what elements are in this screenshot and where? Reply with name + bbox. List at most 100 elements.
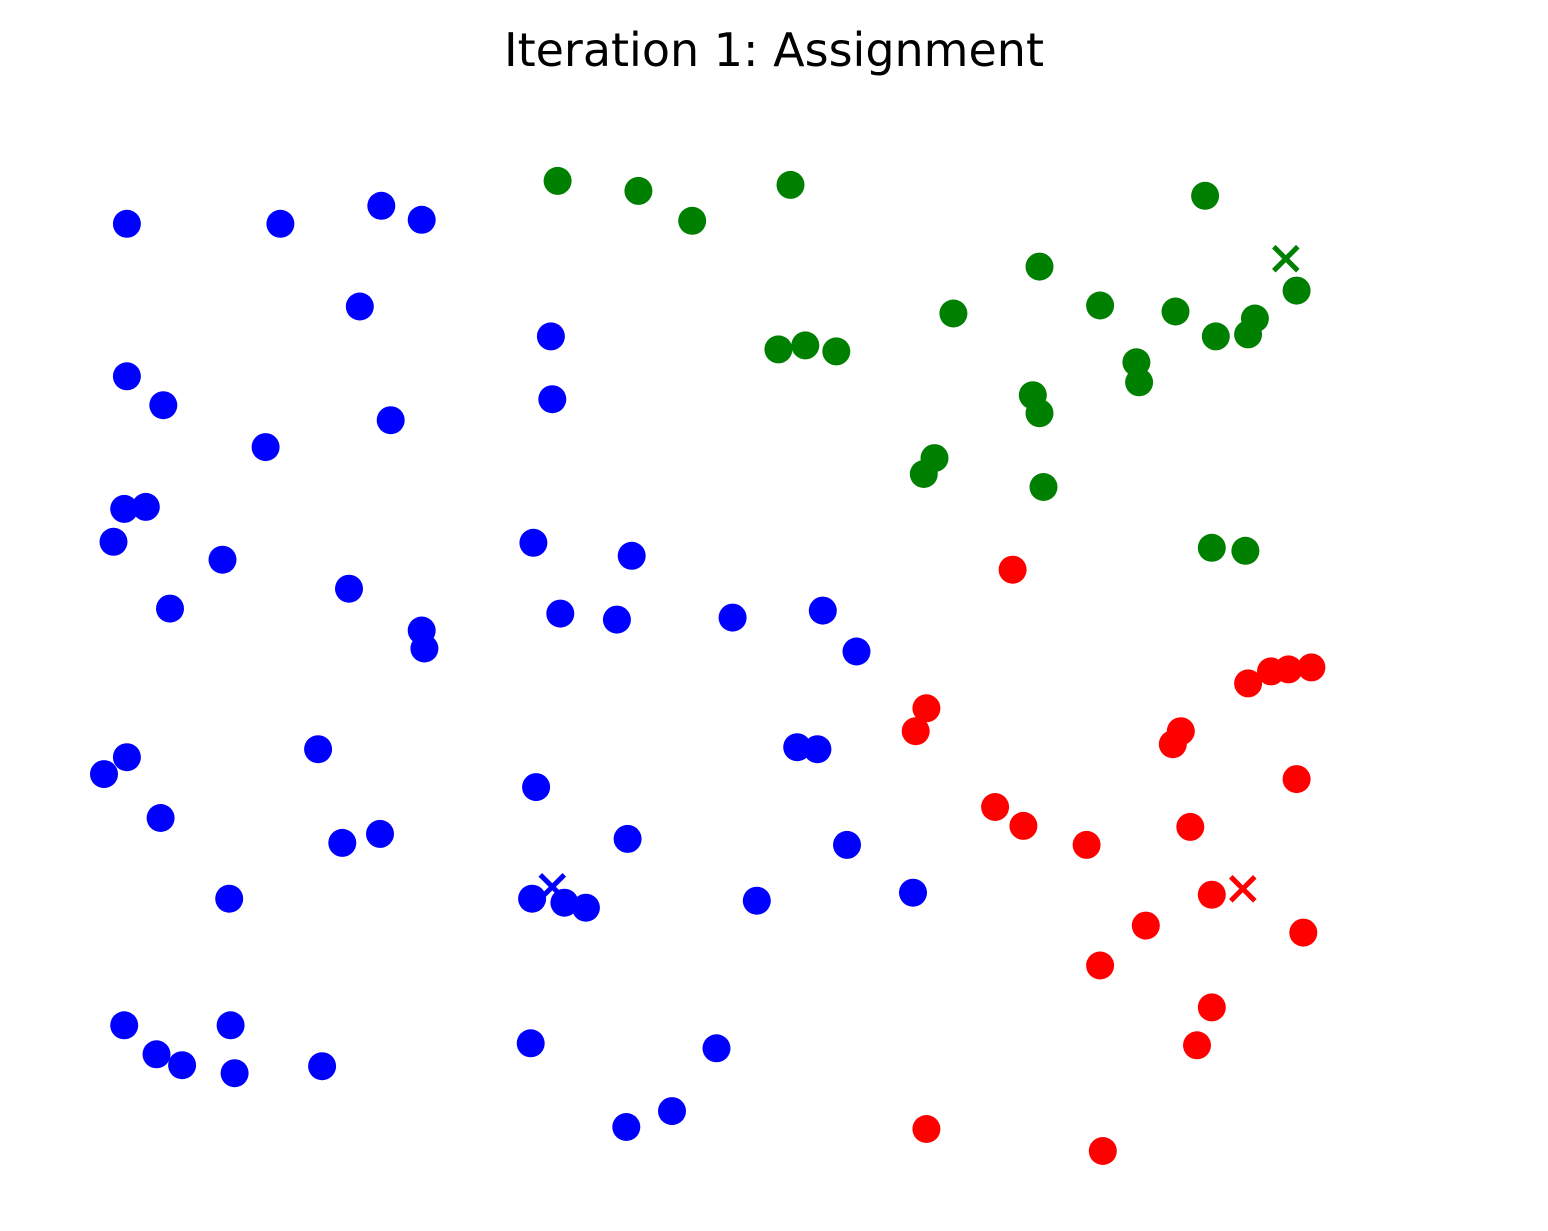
data-point-blue-13 (99, 527, 128, 556)
data-point-blue-2 (367, 191, 396, 220)
data-point-blue-36 (833, 830, 861, 859)
data-point-blue-31 (366, 819, 394, 848)
chart-title: Iteration 1: Assignment (504, 23, 1044, 77)
data-point-green-24 (1231, 536, 1260, 565)
data-point-blue-49 (516, 1029, 545, 1058)
data-point-red-10 (981, 793, 1010, 821)
data-point-green-11 (791, 331, 820, 360)
data-point-blue-18 (410, 634, 439, 663)
data-point-green-14 (1201, 322, 1230, 351)
data-point-red-6 (901, 717, 930, 746)
data-point-blue-22 (617, 541, 646, 570)
centroid-marker-green (1272, 244, 1300, 273)
data-point-blue-43 (110, 1011, 139, 1040)
data-point-blue-38 (215, 884, 244, 913)
data-point-blue-16 (335, 574, 363, 603)
data-point-blue-5 (536, 322, 565, 351)
data-point-blue-41 (571, 893, 600, 922)
data-point-blue-9 (251, 433, 280, 462)
data-point-red-14 (1197, 880, 1226, 909)
centroids-layer (538, 244, 1300, 903)
data-point-blue-42 (742, 886, 771, 915)
data-point-green-7 (1161, 297, 1190, 326)
data-point-blue-20 (546, 599, 575, 628)
data-point-blue-45 (168, 1051, 197, 1080)
data-point-blue-50 (612, 1113, 641, 1141)
data-point-green-5 (1025, 252, 1054, 281)
data-point-blue-11 (110, 494, 139, 523)
points-layer (90, 166, 1326, 1165)
data-point-blue-10 (538, 385, 567, 414)
data-point-red-1 (1234, 669, 1263, 698)
data-point-blue-28 (146, 804, 175, 832)
data-point-green-21 (909, 460, 938, 488)
data-point-green-17 (1125, 368, 1154, 397)
data-point-blue-46 (216, 1011, 245, 1040)
data-point-blue-23 (718, 603, 747, 632)
data-point-blue-39 (518, 884, 547, 913)
data-point-blue-1 (266, 209, 295, 238)
data-point-blue-14 (208, 545, 237, 574)
data-point-red-17 (1086, 951, 1115, 980)
data-point-blue-32 (522, 773, 551, 802)
data-point-green-23 (1197, 533, 1226, 562)
data-point-blue-27 (90, 760, 118, 789)
data-point-red-18 (1197, 993, 1226, 1022)
data-point-red-12 (1072, 830, 1101, 859)
data-point-green-22 (1029, 473, 1058, 501)
data-point-blue-24 (808, 596, 837, 625)
data-point-blue-12 (131, 492, 160, 521)
data-point-blue-47 (220, 1059, 249, 1088)
data-point-blue-48 (308, 1052, 337, 1081)
data-point-green-1 (624, 176, 653, 205)
data-point-green-0 (543, 166, 572, 195)
data-point-green-2 (678, 206, 707, 235)
data-point-red-0 (998, 555, 1027, 584)
data-point-green-4 (1191, 181, 1220, 210)
data-point-blue-21 (602, 605, 631, 634)
centroid-marker-blue (538, 873, 567, 901)
data-point-green-9 (939, 299, 968, 328)
data-point-red-5 (912, 694, 941, 723)
data-point-blue-0 (112, 209, 141, 238)
data-point-red-21 (1088, 1137, 1117, 1165)
data-point-red-13 (1176, 812, 1205, 841)
data-point-blue-30 (328, 828, 357, 857)
data-point-red-16 (1289, 918, 1318, 947)
data-point-green-8 (1282, 276, 1311, 305)
data-point-red-15 (1131, 911, 1160, 940)
data-point-red-8 (1158, 730, 1187, 759)
data-point-green-10 (764, 335, 793, 364)
data-point-blue-15 (156, 594, 184, 623)
data-point-green-15 (1234, 320, 1263, 349)
data-point-blue-3 (407, 205, 436, 234)
data-point-blue-6 (112, 362, 141, 391)
data-point-blue-26 (112, 743, 141, 772)
data-point-red-11 (1009, 811, 1038, 840)
data-point-blue-19 (519, 528, 548, 557)
data-point-red-9 (1282, 765, 1311, 794)
data-point-blue-8 (376, 406, 405, 435)
data-point-blue-33 (613, 824, 642, 853)
data-point-blue-25 (842, 637, 871, 666)
data-point-red-19 (1183, 1031, 1211, 1060)
data-point-red-3 (1274, 655, 1303, 684)
data-point-green-6 (1086, 291, 1115, 320)
data-point-blue-34 (783, 733, 812, 762)
data-point-green-19 (1025, 399, 1054, 428)
data-point-blue-52 (702, 1034, 731, 1063)
data-point-blue-7 (149, 391, 178, 420)
data-point-green-3 (776, 170, 805, 199)
data-point-blue-35 (803, 735, 832, 764)
data-point-blue-44 (142, 1040, 171, 1069)
data-point-blue-4 (345, 292, 374, 321)
data-point-blue-29 (304, 735, 333, 764)
data-point-red-4 (1297, 653, 1326, 682)
data-point-blue-40 (550, 888, 579, 917)
data-point-red-20 (912, 1115, 941, 1143)
data-point-blue-51 (658, 1097, 686, 1126)
data-point-blue-37 (899, 878, 927, 907)
centroid-marker-red (1229, 875, 1257, 903)
data-point-green-12 (822, 337, 851, 366)
